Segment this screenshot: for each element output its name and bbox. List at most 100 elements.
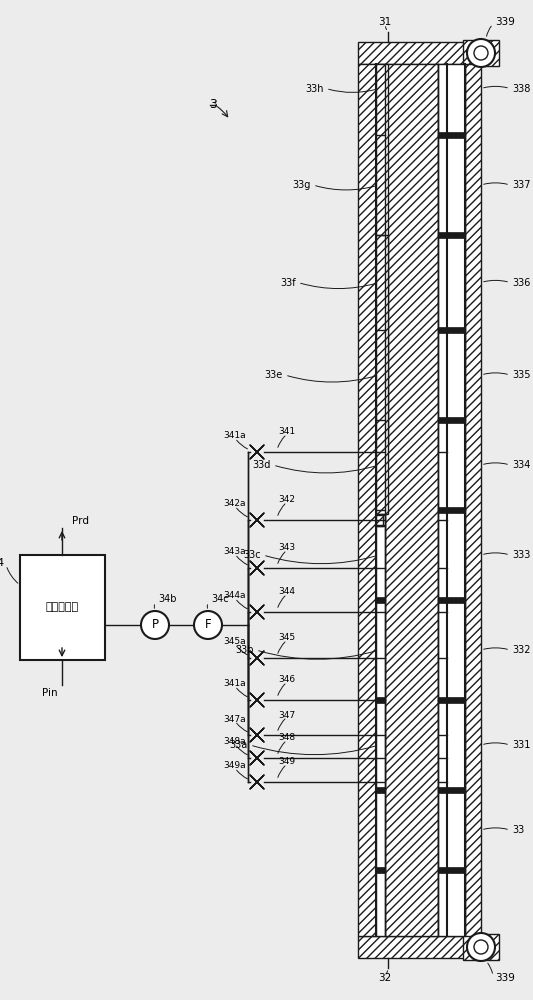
Text: 341a: 341a: [224, 432, 246, 440]
Bar: [438, 597, 465, 603]
Text: 339: 339: [495, 17, 515, 27]
Text: 349a: 349a: [224, 762, 246, 770]
Bar: [358, 936, 485, 958]
Text: 33a: 33a: [230, 740, 248, 750]
Text: 341: 341: [278, 428, 296, 436]
Text: 33h: 33h: [305, 84, 324, 94]
Bar: [376, 597, 385, 603]
Text: 336: 336: [512, 277, 530, 288]
Bar: [376, 867, 385, 873]
Text: 343a: 343a: [224, 548, 246, 556]
Text: 33e: 33e: [265, 370, 283, 380]
Bar: [376, 446, 385, 447]
Text: 344: 344: [279, 587, 295, 596]
Polygon shape: [250, 445, 264, 459]
Polygon shape: [250, 605, 264, 619]
Bar: [465, 64, 481, 936]
Text: 349: 349: [278, 758, 296, 766]
Text: 34b: 34b: [158, 594, 176, 604]
Bar: [376, 787, 385, 793]
Text: 33g: 33g: [293, 180, 311, 190]
Polygon shape: [250, 693, 264, 707]
Text: 348a: 348a: [224, 738, 246, 746]
Bar: [376, 417, 385, 423]
Bar: [376, 64, 388, 446]
Polygon shape: [250, 513, 264, 527]
Polygon shape: [250, 651, 264, 665]
Circle shape: [141, 611, 169, 639]
Text: 338: 338: [512, 84, 530, 94]
Text: 341a: 341a: [224, 680, 246, 688]
Text: 33f: 33f: [280, 277, 296, 288]
Text: 4: 4: [0, 558, 4, 568]
Bar: [376, 232, 385, 238]
Text: Prd: Prd: [72, 516, 89, 526]
Bar: [438, 867, 465, 873]
Text: 33b: 33b: [236, 645, 254, 655]
Bar: [376, 457, 385, 458]
Bar: [438, 232, 465, 238]
Polygon shape: [250, 728, 264, 742]
Text: Pin: Pin: [42, 688, 58, 698]
Text: P: P: [151, 618, 158, 632]
Polygon shape: [250, 445, 264, 459]
Text: 335: 335: [512, 370, 530, 380]
Polygon shape: [250, 513, 264, 527]
Text: 3: 3: [209, 99, 217, 111]
Polygon shape: [250, 751, 264, 765]
Bar: [376, 235, 388, 514]
Bar: [20, 555, 105, 660]
Text: 348: 348: [278, 734, 296, 742]
Text: 34c: 34c: [211, 594, 229, 604]
Text: 346: 346: [278, 676, 296, 684]
Bar: [438, 64, 465, 936]
Text: 圧力控制部: 圧力控制部: [46, 602, 79, 612]
Text: 33c: 33c: [244, 550, 261, 560]
Text: 345: 345: [278, 634, 296, 643]
Bar: [376, 446, 383, 458]
Text: 342a: 342a: [224, 499, 246, 508]
Text: 347: 347: [278, 710, 296, 720]
Bar: [438, 327, 465, 333]
Bar: [438, 417, 465, 423]
Text: 333: 333: [512, 550, 530, 560]
Bar: [376, 132, 385, 138]
Text: 33d: 33d: [253, 460, 271, 470]
Bar: [438, 787, 465, 793]
Circle shape: [474, 940, 488, 954]
Text: 32: 32: [378, 973, 392, 983]
Bar: [376, 697, 385, 703]
Bar: [463, 934, 499, 960]
Text: 339: 339: [495, 973, 515, 983]
Text: 332: 332: [512, 645, 530, 655]
Circle shape: [467, 39, 495, 67]
Polygon shape: [250, 605, 264, 619]
Text: F: F: [205, 618, 211, 632]
Text: 347a: 347a: [224, 714, 246, 724]
Bar: [376, 514, 383, 526]
Text: 344a: 344a: [224, 591, 246, 600]
Bar: [376, 514, 385, 515]
Bar: [358, 64, 376, 936]
Bar: [438, 132, 465, 138]
Bar: [463, 40, 499, 66]
Bar: [376, 327, 385, 333]
Text: 31: 31: [378, 17, 392, 27]
Circle shape: [467, 933, 495, 961]
Bar: [376, 507, 385, 513]
Text: 334: 334: [512, 460, 530, 470]
Bar: [358, 42, 485, 64]
Circle shape: [474, 46, 488, 60]
Bar: [385, 64, 438, 936]
Polygon shape: [250, 651, 264, 665]
Text: 331: 331: [512, 740, 530, 750]
Bar: [376, 64, 385, 936]
Bar: [438, 507, 465, 513]
Polygon shape: [250, 775, 264, 789]
Circle shape: [194, 611, 222, 639]
Text: 337: 337: [512, 180, 530, 190]
Text: 33: 33: [512, 825, 524, 835]
Bar: [438, 697, 465, 703]
Text: 342: 342: [279, 495, 295, 504]
Text: 345a: 345a: [224, 638, 246, 647]
